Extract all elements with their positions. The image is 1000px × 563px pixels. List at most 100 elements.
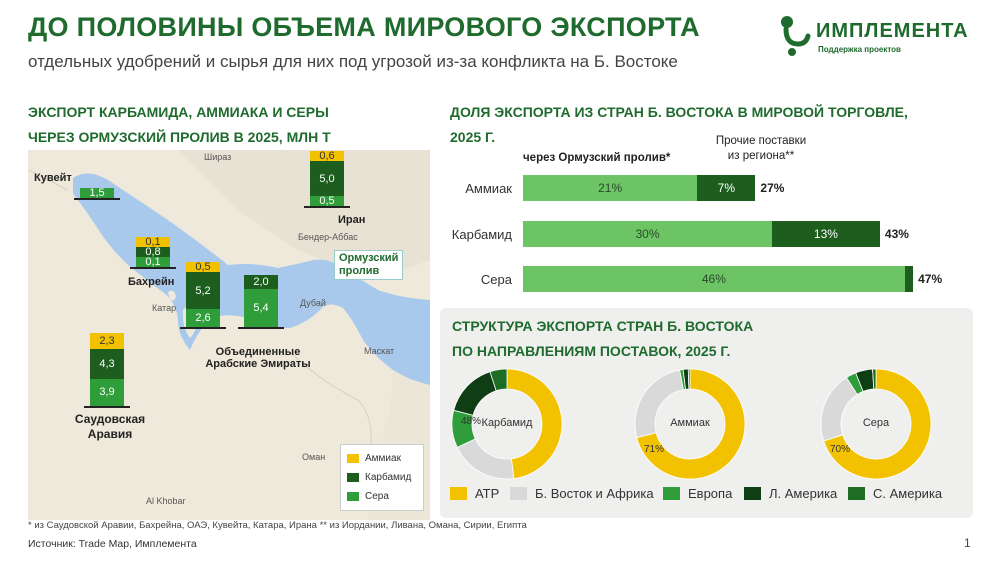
- country-label-saudi-arabia: Саудовская Аравия: [74, 412, 146, 441]
- map-bar-base: [84, 405, 130, 408]
- share-section-title: ДОЛЯ ЭКСПОРТА ИЗ СТРАН Б. ВОСТОКА В МИРО…: [450, 100, 908, 150]
- donut-legend-item: АТР: [450, 486, 499, 501]
- donut-slice: [872, 368, 877, 390]
- donut-legend-swatch: [744, 487, 761, 500]
- map-bar-segment: 2,3: [90, 332, 124, 349]
- map-bar-segment: 0,6: [310, 150, 344, 162]
- map-bar-segment: 5,4: [244, 289, 278, 327]
- map-label-shiraz: Шираз: [204, 152, 232, 162]
- logo-mark-icon: [781, 16, 811, 56]
- map-legend: Аммиак Карбамид Сера: [340, 444, 424, 511]
- hbar-category-label: Сера: [480, 271, 512, 287]
- legend-label-sulfur: Сера: [365, 491, 389, 502]
- donut-section-title: СТРУКТУРА ЭКСПОРТА СТРАН Б. ВОСТОКА ПО Н…: [452, 314, 753, 364]
- hbar-category-label: Карбамид: [451, 226, 512, 242]
- hbar-segment-hormuz: 46%: [523, 266, 905, 292]
- donut-legend-label: Л. Америка: [769, 486, 838, 501]
- legend-swatch-carbamide: [347, 473, 359, 482]
- hbar-bar: 46%: [523, 266, 914, 292]
- donut-legend-swatch: [848, 487, 865, 500]
- map-stack-1: 0,1 0,8 0,1: [130, 236, 176, 269]
- map-bar-segment: 3,9: [90, 378, 124, 406]
- hbar-segment-other: 13%: [772, 221, 880, 247]
- donut-percent-label: 48%: [461, 416, 482, 427]
- donut-legend-label: Б. Восток и Африка: [535, 486, 654, 501]
- donut-legend-item: Европа: [663, 486, 732, 501]
- page-number: 1: [964, 536, 971, 550]
- donut-legend-swatch: [510, 487, 527, 500]
- hbar-segment-hormuz: 21%: [523, 175, 698, 201]
- gulf-map: Шираз Бендер-Аббас Дубай Маскат Оман Кат…: [28, 150, 430, 520]
- logo-name: ИМПЛЕМЕНТА: [816, 20, 969, 42]
- map-label-qatar: Катар: [152, 303, 177, 313]
- hbar-segment-other: 7%: [697, 175, 756, 201]
- donut-legend-item: Л. Америка: [744, 486, 837, 501]
- hbar-category-label: Аммиак: [465, 180, 512, 196]
- source-note: Источник: Trade Map, Имплемента: [28, 538, 197, 550]
- hormuz-callout: Ормузский пролив: [334, 250, 404, 280]
- hbar-header-other-line1: Прочие поставки: [715, 135, 807, 147]
- donut-slice: [820, 377, 858, 442]
- donut-legend-item: Б. Восток и Африка: [510, 486, 654, 501]
- legend-swatch-sulfur: [347, 492, 359, 501]
- donut-legend-label: АТР: [475, 486, 500, 501]
- page-title: ДО ПОЛОВИНЫ ОБЪЕМА МИРОВОГО ЭКСПОРТА: [28, 12, 700, 42]
- country-label-kuwait: Кувейт: [34, 172, 72, 184]
- hbar-segment-other: [904, 266, 914, 292]
- map-bar-base: [238, 326, 284, 329]
- map-label-muscat: Маскат: [364, 346, 395, 356]
- legend-label-ammonia: Аммиак: [365, 453, 401, 464]
- hormuz-label-line2: пролив: [339, 265, 380, 277]
- donut-slice: [456, 438, 515, 480]
- map-bar-base: [130, 267, 176, 269]
- country-label-bahrain: Бахрейн: [128, 276, 175, 288]
- hbar-total-label: 43%: [884, 227, 909, 241]
- map-bar-segment: 0,5: [310, 195, 344, 207]
- map-label-bandar-abbas: Бендер-Аббас: [298, 232, 358, 242]
- directions-panel: [440, 308, 973, 518]
- map-bar-segment: 0,5: [186, 261, 220, 273]
- footnote: * из Саудовской Аравии, Бахрейна, ОАЭ, К…: [28, 520, 527, 531]
- share-title-line2: 2025 Г.: [450, 129, 496, 145]
- map-bar-segment: 2,0: [244, 275, 278, 290]
- donut-slice: [453, 371, 497, 416]
- map-stack-5: 0,6 5,0 0,5: [304, 150, 350, 208]
- donut-percent-label: 70%: [830, 444, 851, 455]
- map-bar-segment: 0,8: [136, 246, 170, 258]
- donut-slice: [489, 368, 508, 392]
- hbar-header-other: Прочие поставки из региона**: [700, 134, 822, 164]
- map-bar-base: [74, 198, 120, 200]
- map-stack-0: 1,5: [74, 187, 120, 200]
- legend-item-sulfur: Сера: [347, 487, 417, 506]
- map-bar-base: [304, 206, 350, 208]
- donut-chart: [820, 368, 932, 480]
- hbar-segment-hormuz: 30%: [523, 221, 772, 247]
- donut-legend-label: С. Америка: [873, 486, 943, 501]
- donut-chart: [451, 368, 563, 480]
- map-bar-segment: 2,6: [186, 308, 220, 327]
- map-stack-2: 0,5 5,2 2,6: [180, 261, 226, 329]
- map-bar-segment: 0,1: [136, 256, 170, 268]
- map-label-dubai: Дубай: [300, 298, 326, 308]
- page-subtitle: отдельных удобрений и сырья для них под …: [28, 52, 678, 71]
- map-title-line1: ЭКСПОРТ КАРБАМИДА, АММИАКА И СЕРЫ: [28, 104, 329, 120]
- share-title-line1: ДОЛЯ ЭКСПОРТА ИЗ СТРАН Б. ВОСТОКА В МИРО…: [450, 104, 908, 120]
- map-bar-segment: 0,1: [136, 236, 170, 248]
- map-section-title: ЭКСПОРТ КАРБАМИДА, АММИАКА И СЕРЫ ЧЕРЕЗ …: [28, 100, 331, 150]
- map-bar-segment: 5,0: [310, 161, 344, 196]
- map-title-line2: ЧЕРЕЗ ОРМУЗСКИЙ ПРОЛИВ В 2025, МЛН Т: [28, 129, 331, 145]
- donut-slice: [636, 368, 746, 480]
- map-bar-segment: 1,5: [80, 187, 114, 199]
- map-stack-4: 2,3 4,3 3,9: [84, 332, 130, 408]
- donut-center-label: Карбамид: [481, 417, 533, 429]
- donut-title-line1: СТРУКТУРА ЭКСПОРТА СТРАН Б. ВОСТОКА: [452, 318, 754, 334]
- legend-label-carbamide: Карбамид: [365, 472, 412, 483]
- legend-swatch-ammonia: [347, 454, 359, 463]
- map-label-al-khobar: Al Khobar: [146, 496, 186, 506]
- hormuz-label-line1: Ормузский: [339, 252, 399, 264]
- hbar-bar: 21% 7%: [523, 175, 756, 201]
- donut-legend-swatch: [450, 487, 467, 500]
- donut-legend-swatch: [663, 487, 680, 500]
- hbar-header-other-line2: из региона**: [727, 150, 795, 162]
- map-bar-segment: 4,3: [90, 348, 124, 379]
